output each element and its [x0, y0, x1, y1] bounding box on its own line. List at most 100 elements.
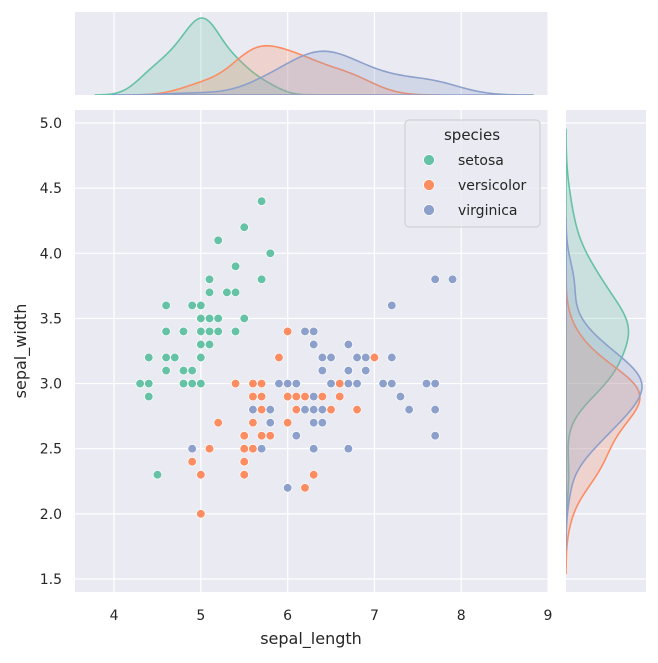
point-virginica	[326, 352, 336, 363]
scatter-points	[135, 196, 458, 519]
point-virginica	[317, 365, 328, 376]
point-virginica	[309, 391, 319, 402]
point-setosa	[144, 352, 154, 363]
point-versicolor	[291, 404, 301, 415]
point-setosa	[265, 248, 275, 258]
point-setosa	[178, 378, 189, 389]
point-setosa	[239, 313, 249, 324]
point-versicolor	[274, 352, 284, 363]
point-virginica	[282, 483, 293, 493]
point-setosa	[204, 287, 215, 298]
point-setosa	[187, 378, 197, 389]
point-versicolor	[196, 509, 206, 519]
y-tick-label: 4.5	[40, 181, 62, 197]
point-versicolor	[317, 391, 328, 402]
point-versicolor	[309, 470, 319, 480]
point-virginica	[317, 418, 328, 428]
point-virginica	[317, 352, 328, 363]
point-setosa	[230, 261, 241, 271]
y-tick-label: 2.0	[40, 507, 62, 523]
point-setosa	[204, 274, 215, 285]
point-versicolor	[335, 378, 345, 389]
x-tick-label: 6	[283, 608, 292, 624]
point-virginica	[309, 418, 319, 428]
point-virginica	[265, 418, 275, 428]
point-versicolor	[291, 391, 301, 402]
point-virginica	[291, 431, 301, 441]
point-setosa	[213, 235, 223, 245]
legend-marker-setosa	[423, 154, 435, 166]
point-versicolor	[248, 444, 258, 454]
y-tick-label: 4.0	[40, 246, 62, 262]
point-versicolor	[239, 431, 249, 441]
point-setosa	[204, 339, 215, 350]
point-setosa	[256, 274, 267, 285]
x-tick-label: 4	[110, 608, 119, 624]
y-tick-label: 5.0	[40, 116, 62, 132]
point-versicolor	[187, 457, 197, 467]
point-virginica	[187, 444, 197, 454]
point-versicolor	[256, 404, 267, 415]
point-setosa	[135, 378, 145, 389]
point-versicolor	[239, 457, 249, 467]
legend-label-versicolor: versicolor	[458, 178, 527, 194]
point-versicolor	[282, 391, 293, 402]
legend-title: species	[444, 126, 500, 144]
point-virginica	[309, 444, 319, 454]
point-virginica	[343, 444, 354, 454]
point-versicolor	[239, 444, 249, 454]
point-setosa	[196, 300, 206, 311]
right-kde-versicolor	[566, 271, 641, 575]
point-versicolor	[335, 391, 345, 402]
point-setosa	[144, 391, 154, 402]
point-versicolor	[265, 431, 275, 441]
point-virginica	[309, 404, 319, 415]
x-tick-label: 8	[457, 608, 466, 624]
point-virginica	[430, 378, 440, 389]
point-virginica	[361, 352, 371, 363]
point-setosa	[230, 326, 241, 337]
point-setosa	[187, 300, 197, 311]
point-virginica	[387, 378, 397, 389]
point-setosa	[161, 300, 171, 311]
point-versicolor	[239, 470, 249, 480]
legend-items: setosa versicolor virginica	[423, 153, 527, 219]
top-kde-setosa	[94, 17, 316, 95]
point-virginica	[291, 378, 301, 389]
x-axis-label: sepal_length	[260, 629, 362, 649]
point-virginica	[274, 378, 284, 389]
point-virginica	[317, 404, 328, 415]
point-versicolor	[326, 404, 336, 415]
point-setosa	[187, 365, 197, 376]
point-setosa	[152, 470, 163, 480]
point-versicolor	[300, 483, 310, 493]
point-versicolor	[248, 378, 258, 389]
top-kde-versicolor	[126, 44, 441, 95]
point-setosa	[161, 352, 171, 363]
point-virginica	[352, 378, 362, 389]
point-virginica	[309, 339, 319, 350]
y-tick-label: 3.5	[40, 311, 62, 327]
point-setosa	[196, 313, 206, 324]
point-setosa	[222, 287, 232, 298]
top-marginal-kde	[94, 17, 534, 95]
point-setosa	[178, 326, 189, 337]
point-versicolor	[196, 470, 206, 480]
point-setosa	[204, 313, 215, 324]
point-virginica	[430, 274, 440, 285]
right-kde-virginica	[566, 217, 643, 550]
legend-marker-versicolor	[423, 179, 435, 191]
point-versicolor	[256, 431, 267, 441]
y-tick-labels: 1.5 2.0 2.5 3.0 3.5 4.0 4.5 5.0	[40, 116, 62, 588]
point-versicolor	[248, 418, 258, 428]
point-virginica	[248, 404, 258, 415]
legend-marker-virginica	[423, 204, 435, 216]
point-virginica	[361, 365, 371, 376]
point-setosa	[196, 352, 206, 363]
point-virginica	[282, 378, 293, 389]
point-versicolor	[213, 418, 223, 428]
point-versicolor	[282, 418, 293, 428]
legend-label-virginica: virginica	[458, 203, 518, 219]
